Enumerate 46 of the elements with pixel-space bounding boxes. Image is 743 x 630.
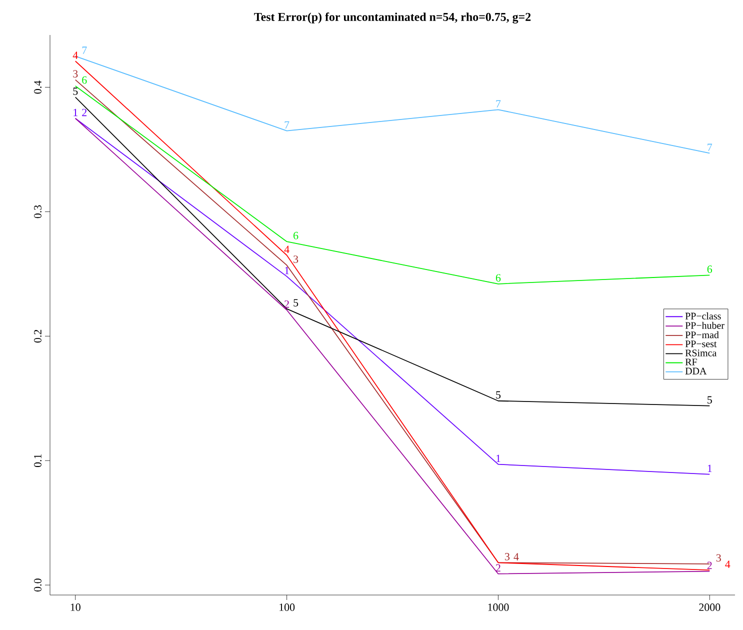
legend-label: PP−mad [685,331,719,338]
annotation: 3 [716,554,721,562]
annotation: 2 [284,300,289,308]
chart-title: Test Error(p) for uncontaminated n=54, rho=0.75, g=2 [254,12,531,24]
annotation: 4 [514,553,519,560]
y-tick-label: 0.0 [34,578,42,592]
annotation: 1 [74,108,78,116]
annotation: 5 [496,391,501,399]
annotation: 7 [284,121,290,129]
x-tick-label: 100 [280,604,295,611]
legend-label: RF [685,358,697,366]
line-series [74,86,710,284]
annotation: 2 [496,564,500,572]
annotation: 1 [285,266,289,274]
legend-label: PP−huber [685,322,724,329]
annotation: 2 [707,562,712,570]
annotation: 6 [496,274,501,282]
legend-label: DDA [685,368,707,374]
annotation: 2 [82,108,87,116]
legend-label: PP−class [685,312,721,320]
y-tick-label: 0.1 [34,454,42,468]
annotation: 5 [294,299,298,306]
x-tick-label: 2000 [699,604,720,611]
annotation: 4 [72,52,78,59]
annotation: 7 [82,46,87,54]
x-tick-label: 10 [70,604,80,611]
legend-label: RSimca [685,350,717,356]
annotation: 6 [82,76,87,84]
annotation: 6 [707,266,712,273]
annotation: 7 [708,144,712,151]
annotation: 3 [73,70,78,78]
annotation: 5 [73,88,78,95]
annotation: 3 [294,256,298,263]
x-tick-label: 1000 [488,604,509,611]
annotation: 1 [496,454,500,462]
annotation: 1 [708,464,712,472]
annotation: 3 [505,552,510,560]
annotation: 6 [294,232,298,240]
annotation: 5 [708,396,712,404]
y-tick-label: 0.3 [34,205,42,218]
legend-label: PP−sest [685,340,717,348]
annotation: 4 [725,560,730,568]
y-tick-label: 0.2 [34,330,42,343]
y-tick-label: 0.4 [34,80,42,94]
annotation: 7 [496,100,501,108]
annotation: 4 [284,246,290,253]
